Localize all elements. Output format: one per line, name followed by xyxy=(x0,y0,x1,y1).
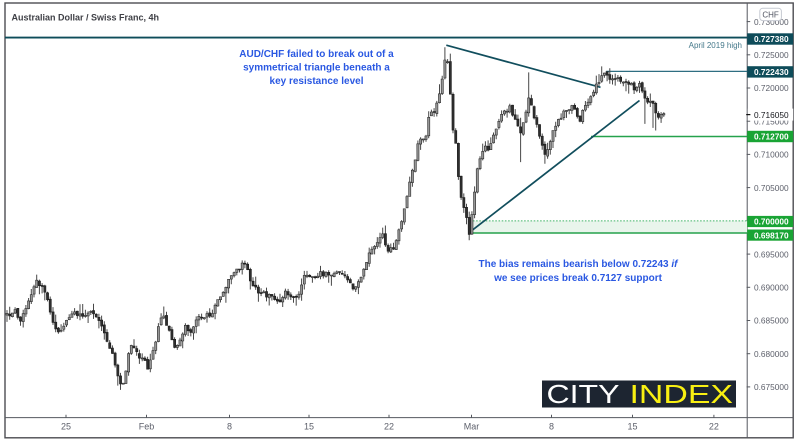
svg-text:INDEX: INDEX xyxy=(630,379,734,409)
svg-text:key resistance level: key resistance level xyxy=(270,76,364,87)
svg-text:0.716050: 0.716050 xyxy=(754,110,789,120)
svg-text:0.712700: 0.712700 xyxy=(754,132,789,142)
svg-text:symmetrical triangle beneath a: symmetrical triangle beneath a xyxy=(243,63,390,74)
svg-text:AUD/CHF failed to break out of: AUD/CHF failed to break out of a xyxy=(239,49,394,60)
svg-text:8: 8 xyxy=(549,422,554,432)
svg-text:0.710000: 0.710000 xyxy=(754,150,789,160)
svg-text:we see prices break 0.7127 sup: we see prices break 0.7127 support xyxy=(493,273,663,284)
svg-text:0.720000: 0.720000 xyxy=(754,83,789,93)
svg-text:25: 25 xyxy=(61,422,71,432)
svg-text:0.705000: 0.705000 xyxy=(754,183,789,193)
svg-text:0.698170: 0.698170 xyxy=(754,230,789,240)
svg-text:Australian Dollar / Swiss Fran: Australian Dollar / Swiss Franc, 4h xyxy=(12,12,160,22)
svg-text:0.685000: 0.685000 xyxy=(754,316,789,326)
svg-text:0.715000: 0.715000 xyxy=(754,116,789,126)
svg-text:CHF: CHF xyxy=(762,10,779,19)
svg-text:15: 15 xyxy=(627,422,637,432)
svg-text:0.680000: 0.680000 xyxy=(754,349,789,359)
svg-text:15: 15 xyxy=(304,422,314,432)
svg-text:0.730000: 0.730000 xyxy=(754,17,789,27)
svg-text:Feb: Feb xyxy=(139,422,155,432)
svg-text:The bias remains bearish below: The bias remains bearish below 0.72243 i… xyxy=(479,259,680,270)
svg-text:8: 8 xyxy=(227,422,232,432)
svg-text:0.695000: 0.695000 xyxy=(754,249,789,259)
svg-text:0.700000: 0.700000 xyxy=(754,217,789,227)
svg-text:April 2019 high: April 2019 high xyxy=(689,41,742,50)
svg-text:CITY: CITY xyxy=(547,379,620,409)
svg-text:0.727380: 0.727380 xyxy=(754,34,789,44)
svg-text:Mar: Mar xyxy=(464,422,480,432)
svg-text:22: 22 xyxy=(384,422,394,432)
svg-text:0.725000: 0.725000 xyxy=(754,50,789,60)
svg-text:22: 22 xyxy=(709,422,719,432)
svg-text:0.675000: 0.675000 xyxy=(754,382,789,392)
svg-text:0.690000: 0.690000 xyxy=(754,283,789,293)
svg-text:0.722430: 0.722430 xyxy=(754,67,789,77)
